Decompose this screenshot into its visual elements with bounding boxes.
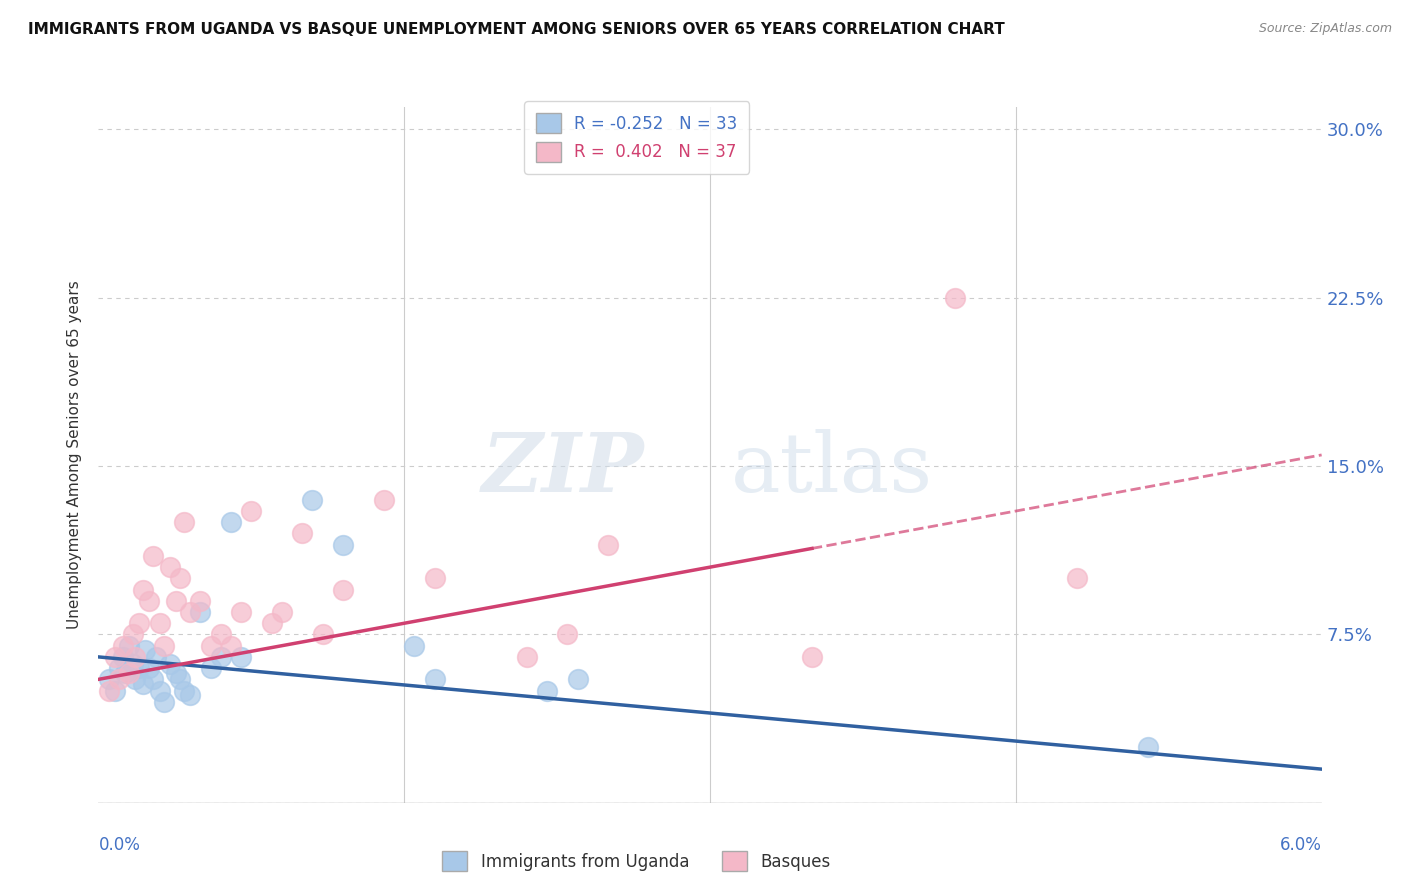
Point <box>219 515 242 529</box>
Point <box>219 639 242 653</box>
Point <box>596 538 619 552</box>
Point <box>132 677 155 691</box>
Point <box>104 683 127 698</box>
Point <box>373 492 395 507</box>
Point <box>128 616 150 631</box>
Point <box>270 605 292 619</box>
Text: Source: ZipAtlas.com: Source: ZipAtlas.com <box>1258 22 1392 36</box>
Point <box>111 649 134 664</box>
Point <box>515 649 537 664</box>
Point <box>173 515 195 529</box>
Point <box>567 673 589 687</box>
Point <box>152 695 174 709</box>
Point <box>332 582 354 597</box>
Point <box>200 639 222 653</box>
Text: 6.0%: 6.0% <box>1279 837 1322 855</box>
Point <box>404 639 426 653</box>
Point <box>1137 739 1160 754</box>
Text: 0.0%: 0.0% <box>98 837 141 855</box>
Point <box>301 492 323 507</box>
Point <box>142 673 165 687</box>
Text: IMMIGRANTS FROM UGANDA VS BASQUE UNEMPLOYMENT AMONG SENIORS OVER 65 YEARS CORREL: IMMIGRANTS FROM UGANDA VS BASQUE UNEMPLO… <box>28 22 1005 37</box>
Text: atlas: atlas <box>731 429 934 508</box>
Point <box>943 291 966 305</box>
Point <box>104 649 127 664</box>
Point <box>169 571 191 585</box>
Point <box>311 627 335 641</box>
Point <box>124 673 146 687</box>
Point <box>118 639 141 653</box>
Point <box>555 627 579 641</box>
Point <box>260 616 283 631</box>
Point <box>229 649 253 664</box>
Point <box>209 627 232 641</box>
Point <box>108 673 131 687</box>
Point <box>165 665 187 680</box>
Text: ZIP: ZIP <box>482 429 644 508</box>
Point <box>188 594 212 608</box>
Point <box>114 665 136 680</box>
Point <box>179 688 201 702</box>
Point <box>240 504 263 518</box>
Point <box>152 639 174 653</box>
Point <box>188 605 212 619</box>
Point <box>124 649 146 664</box>
Point <box>165 594 187 608</box>
Point <box>332 538 354 552</box>
Point <box>118 665 141 680</box>
Point <box>97 683 120 698</box>
Point <box>128 661 150 675</box>
Point <box>134 643 156 657</box>
Point <box>122 627 145 641</box>
Point <box>1066 571 1088 585</box>
Point <box>229 605 253 619</box>
Point <box>179 605 201 619</box>
Point <box>169 673 191 687</box>
Point <box>108 661 131 675</box>
Point <box>801 649 824 664</box>
Point <box>291 526 314 541</box>
Point <box>138 594 160 608</box>
Y-axis label: Unemployment Among Seniors over 65 years: Unemployment Among Seniors over 65 years <box>67 281 83 629</box>
Point <box>200 661 222 675</box>
Point <box>536 683 558 698</box>
Point <box>122 657 145 671</box>
Point <box>423 571 446 585</box>
Point <box>209 649 232 664</box>
Point <box>138 661 160 675</box>
Point <box>145 649 167 664</box>
Point <box>149 683 172 698</box>
Point <box>111 639 134 653</box>
Point <box>423 673 446 687</box>
Point <box>149 616 172 631</box>
Point <box>173 683 195 698</box>
Point <box>132 582 155 597</box>
Point <box>159 560 181 574</box>
Point <box>159 657 181 671</box>
Point <box>142 549 165 563</box>
Point <box>97 673 120 687</box>
Legend: Immigrants from Uganda, Basques: Immigrants from Uganda, Basques <box>436 845 838 878</box>
